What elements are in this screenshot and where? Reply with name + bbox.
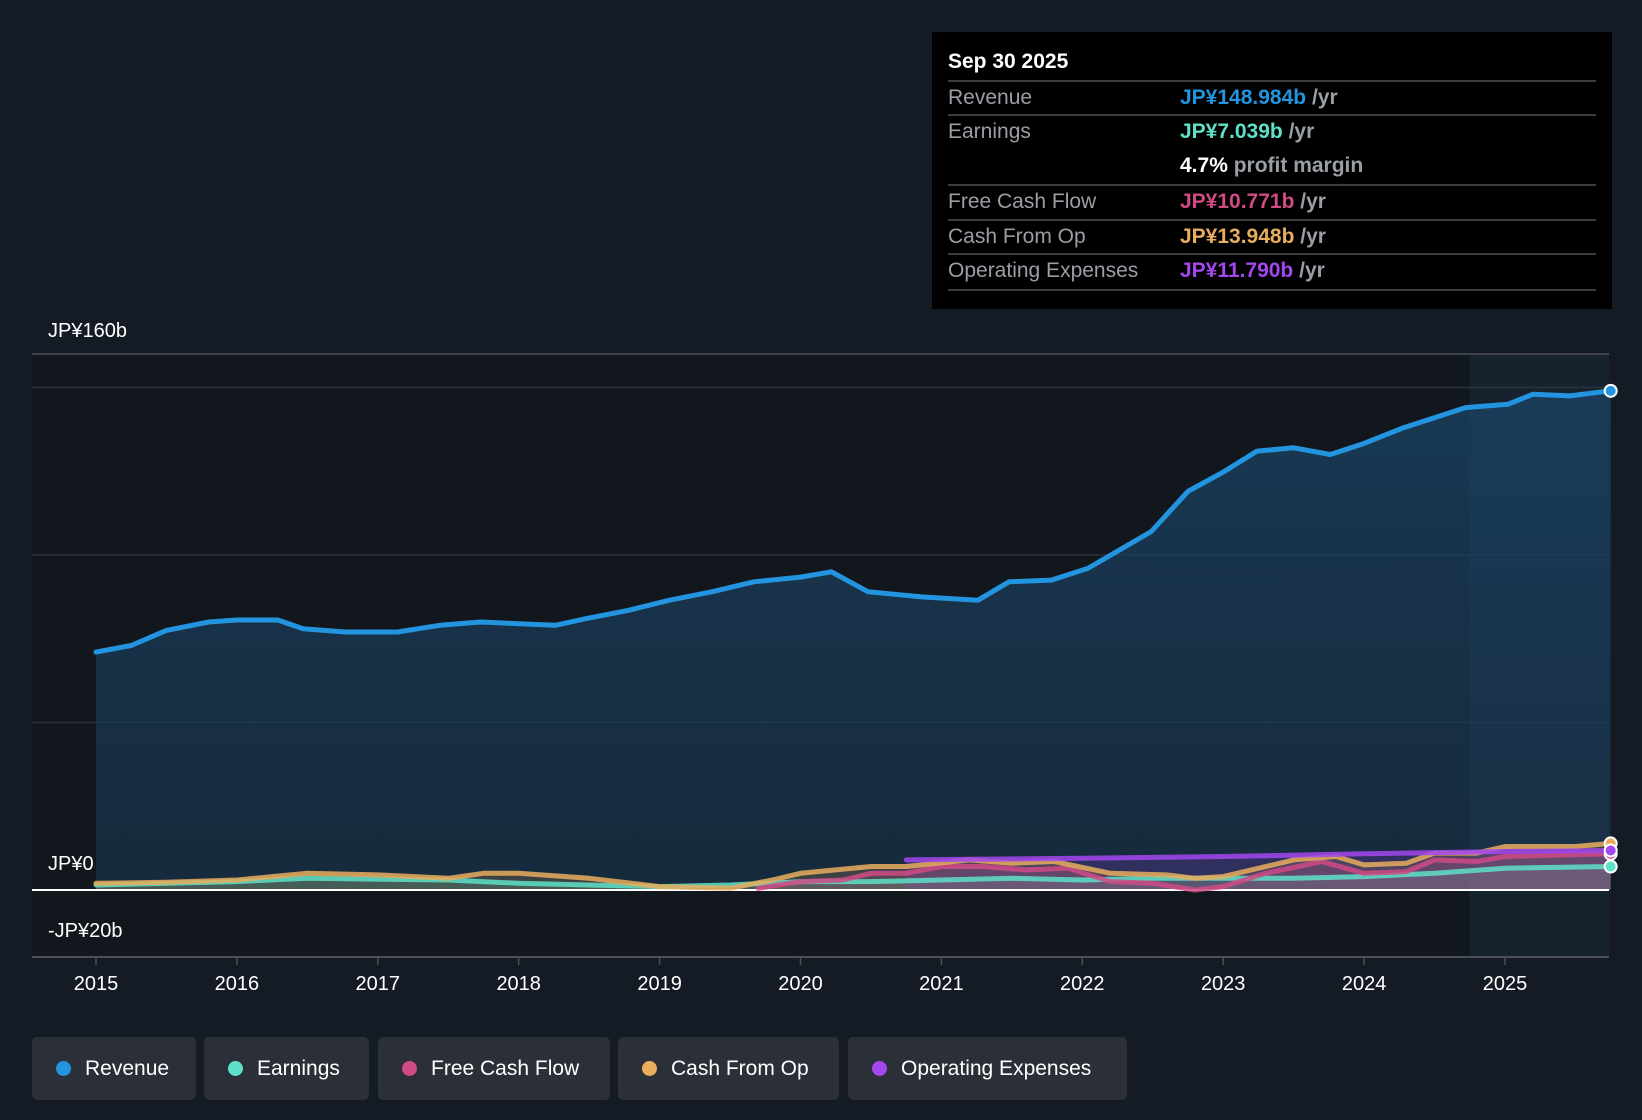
tooltip-row-earnings: Earnings JP¥7.039b /yr 4.7% profit margi… bbox=[948, 114, 1596, 184]
tooltip-label: Cash From Op bbox=[948, 225, 1086, 248]
tooltip-value: JP¥11.790b /yr bbox=[1180, 259, 1325, 283]
legend-revenue[interactable]: Revenue bbox=[32, 1037, 196, 1100]
tooltip-value: JP¥13.948b /yr bbox=[1180, 225, 1326, 249]
legend-label: Earnings bbox=[257, 1056, 340, 1080]
tooltip-row-fcf: Free Cash Flow JP¥10.771b /yr bbox=[948, 184, 1596, 220]
tooltip-label: Revenue bbox=[948, 86, 1033, 109]
x-tick-label: 2021 bbox=[919, 973, 964, 995]
legend-operating-expenses[interactable]: Operating Expenses bbox=[848, 1037, 1127, 1100]
unit: /yr bbox=[1300, 225, 1326, 248]
x-tick-label: 2019 bbox=[637, 973, 682, 995]
operating-expenses-line bbox=[903, 848, 1614, 863]
tooltip-row-cfo: Cash From Op JP¥13.948b /yr bbox=[948, 219, 1596, 255]
tooltip-row-revenue: Revenue JP¥148.984b /yr bbox=[948, 80, 1596, 116]
tooltip-row-opex: Operating Expenses JP¥11.790b /yr bbox=[948, 253, 1596, 289]
revenue-end-marker bbox=[1603, 383, 1618, 398]
tooltip-label: Operating Expenses bbox=[948, 259, 1139, 282]
x-tick-label: 2020 bbox=[778, 973, 823, 995]
financial-chart: 2015 2016 2017 2018 2019 2020 2021 2022 2023 2024… bbox=[32, 353, 1618, 995]
x-tick-label: 2025 bbox=[1483, 973, 1528, 995]
x-tick-label: 2024 bbox=[1342, 973, 1387, 995]
operating-expenses-end-marker bbox=[1603, 843, 1618, 858]
profit-margin: 4.7% profit margin bbox=[1180, 154, 1363, 178]
x-tick-label: 2018 bbox=[496, 973, 541, 995]
x-tick-label: 2023 bbox=[1201, 973, 1246, 995]
unit: /yr bbox=[1311, 86, 1338, 109]
legend-free-cash-flow[interactable]: Free Cash Flow bbox=[378, 1037, 610, 1100]
dot-icon bbox=[56, 1061, 71, 1076]
x-tick-label: 2015 bbox=[74, 973, 119, 995]
divider bbox=[948, 289, 1596, 291]
x-tick-label: 2022 bbox=[1060, 973, 1105, 995]
legend-label: Free Cash Flow bbox=[431, 1056, 580, 1080]
value: JP¥148.984b bbox=[1180, 86, 1307, 109]
legend-label: Cash From Op bbox=[671, 1056, 809, 1080]
value: JP¥10.771b bbox=[1180, 190, 1295, 213]
tooltip-value: JP¥148.984b /yr bbox=[1180, 86, 1338, 110]
legend-earnings[interactable]: Earnings bbox=[204, 1037, 369, 1100]
tooltip-label: Earnings bbox=[948, 120, 1031, 143]
y-label-bottom: -JP¥20b bbox=[48, 920, 123, 942]
tooltip-date: Sep 30 2025 bbox=[948, 50, 1069, 73]
dot-icon bbox=[402, 1061, 417, 1076]
dot-icon bbox=[642, 1061, 657, 1076]
tooltip-value: JP¥10.771b /yr bbox=[1180, 190, 1326, 214]
x-tick-label: 2016 bbox=[215, 973, 260, 995]
unit: /yr bbox=[1300, 190, 1326, 213]
unit: /yr bbox=[1288, 120, 1315, 143]
unit: /yr bbox=[1299, 259, 1325, 282]
earnings-end-marker bbox=[1603, 859, 1618, 874]
revenue-area bbox=[96, 390, 1611, 890]
tooltip-label: Free Cash Flow bbox=[948, 190, 1097, 213]
dot-icon bbox=[872, 1061, 887, 1076]
tooltip-value: JP¥7.039b /yr bbox=[1180, 120, 1314, 144]
y-label-top: JP¥160b bbox=[48, 320, 127, 342]
revenue-line bbox=[93, 388, 1614, 655]
dot-icon bbox=[228, 1061, 243, 1076]
tooltip: Sep 30 2025 Revenue JP¥148.984b /yr Earn… bbox=[932, 32, 1612, 309]
value: JP¥11.790b bbox=[1180, 259, 1294, 282]
y-label-zero: JP¥0 bbox=[48, 853, 94, 875]
legend-label: Revenue bbox=[85, 1056, 170, 1080]
x-tick-label: 2017 bbox=[356, 973, 401, 995]
value: JP¥7.039b bbox=[1180, 120, 1283, 143]
value: JP¥13.948b bbox=[1180, 225, 1295, 248]
legend-cash-from-op[interactable]: Cash From Op bbox=[618, 1037, 839, 1100]
unit: profit margin bbox=[1233, 154, 1364, 177]
earnings-line bbox=[93, 864, 1614, 890]
value: 4.7% bbox=[1180, 154, 1228, 177]
legend-label: Operating Expenses bbox=[901, 1056, 1092, 1080]
